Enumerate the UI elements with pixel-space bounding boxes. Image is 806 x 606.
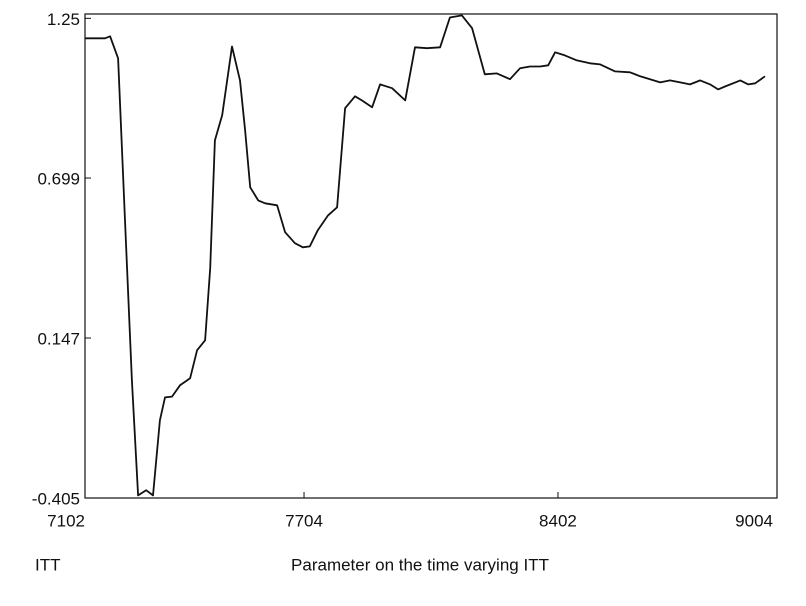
y-tick-label: -0.405: [32, 489, 80, 508]
line-series: [85, 14, 766, 497]
plot-frame: [84, 13, 778, 499]
y-axis-label: ITT: [35, 555, 61, 574]
x-tick-label: 9004: [735, 511, 773, 530]
y-tick-label: 0.699: [37, 170, 80, 189]
x-axis-label: Parameter on the time varying ITT: [291, 555, 549, 574]
y-tick-label: 0.147: [37, 330, 80, 349]
x-tick-label: 7102: [47, 511, 85, 530]
y-tick-label: 1.25: [47, 10, 80, 29]
x-tick-label: 8402: [539, 511, 577, 530]
x-tick-label: 7704: [285, 511, 323, 530]
